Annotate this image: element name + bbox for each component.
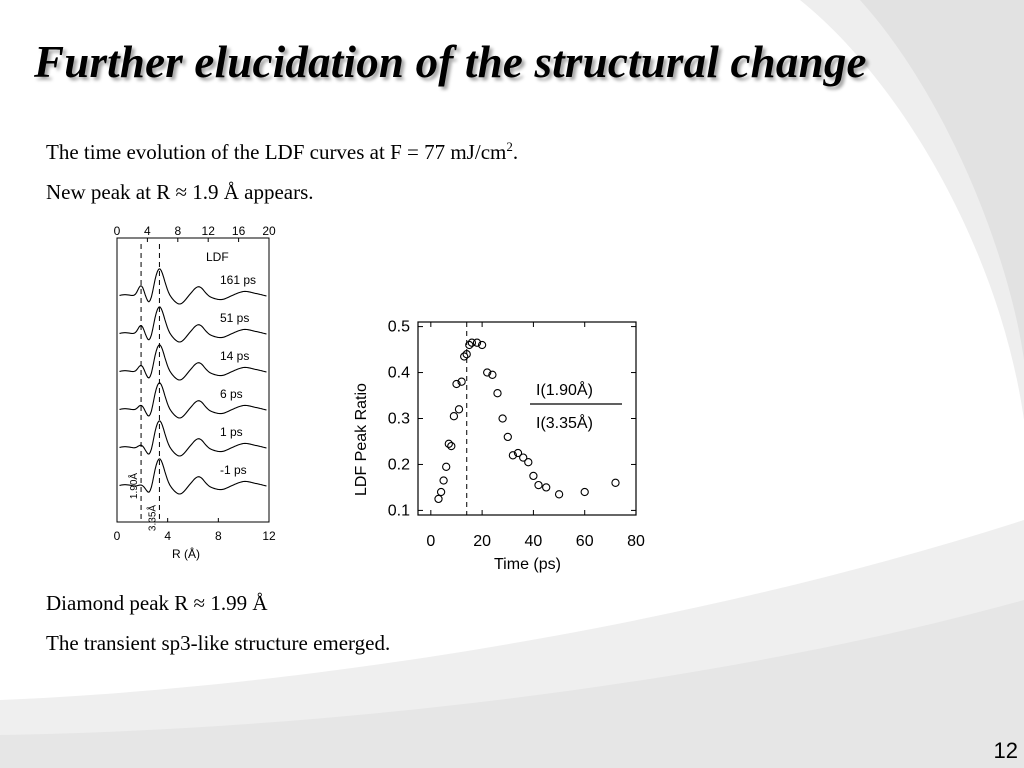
ldf-curve (119, 268, 267, 305)
swoosh-top-right-inner (860, 0, 1024, 360)
ldf-curve-label: 14 ps (220, 349, 249, 363)
ratio-data-point (519, 453, 528, 462)
ratio-x-tick-label: 40 (525, 533, 543, 550)
ldf-plot-frame (116, 237, 270, 523)
ratio-x-tick-label: 80 (627, 533, 645, 550)
ratio-y-tick-label: 0.4 (388, 365, 410, 382)
ratio-data-point (529, 471, 538, 481)
ratio-x-tick-label: 60 (576, 533, 594, 550)
page-number: 12 (993, 738, 1018, 763)
ldf-curves: 161 ps 51 ps 14 ps 6 ps 1 ps -1 ps (119, 268, 267, 495)
ldf-top-tick-label: 20 (262, 224, 276, 238)
ratio-data-point (447, 441, 456, 451)
ratio-data-point (483, 368, 492, 377)
ldf-curve (119, 306, 267, 343)
ratio-y-tick-label: 0.5 (388, 319, 410, 336)
ratio-data-point (454, 405, 464, 414)
ratio-data-point (488, 370, 497, 379)
ldf-bottom-ticks: 0 4 8 12 (114, 518, 276, 543)
ratio-data-point (503, 432, 512, 442)
ldf-reference-label: 3.35Å (145, 505, 158, 531)
ldf-curve-label: -1 ps (220, 463, 247, 477)
ratio-annotation-denominator: I(3.35Å) (536, 413, 593, 432)
ldf-peak-ratio-chart: 0 20 40 60 80 0.1 0.2 0.3 0.4 0.5 I(1.90Å) I(3.35… (353, 319, 645, 573)
ldf-curve (119, 420, 267, 457)
ldf-top-tick-label: 12 (202, 224, 216, 238)
ratio-y-tick-label: 0.1 (388, 502, 410, 519)
ratio-data-point (436, 487, 446, 497)
ratio-data-point (462, 350, 471, 359)
ratio-data-point (580, 487, 589, 497)
ldf-top-tick-label: 16 (232, 224, 246, 238)
line1-end: . (512, 140, 519, 164)
ratio-points (434, 338, 620, 504)
ldf-panel-label: LDF (206, 250, 229, 264)
text-line-diamond-peak: Diamond peak R ≈ 1.99 Å (46, 591, 268, 615)
ldf-curve (119, 382, 267, 419)
ratio-data-point (477, 340, 487, 350)
ratio-ylabel: LDF Peak Ratio (353, 383, 370, 496)
ratio-data-point (493, 389, 502, 398)
ldf-bottom-tick-label: 4 (164, 529, 171, 543)
ratio-data-point (457, 377, 466, 386)
ratio-xlabel: Time (ps) (494, 556, 561, 573)
ratio-data-point (524, 458, 533, 467)
ldf-top-ticks: 0 4 8 12 16 20 (114, 224, 276, 242)
ldf-top-tick-label: 0 (114, 224, 121, 238)
text-line-sp3-structure: The transient sp3-like structure emerged… (46, 631, 391, 655)
ratio-annotation-numerator: I(1.90Å) (536, 380, 593, 399)
ldf-xlabel: R (Å) (172, 546, 200, 561)
ratio-y-tick-label: 0.2 (388, 456, 410, 473)
line1-superscript: 2 (506, 139, 513, 154)
ratio-data-point (498, 414, 507, 423)
ratio-data-point (472, 338, 482, 347)
ldf-curve-label: 51 ps (220, 311, 249, 325)
ratio-data-point (508, 451, 518, 460)
ratio-data-point (611, 478, 620, 487)
ldf-bottom-tick-label: 12 (262, 529, 276, 543)
ldf-curve-label: 1 ps (220, 425, 243, 439)
ratio-x-tick-label: 0 (426, 533, 435, 550)
swoosh-bottom-inner (0, 600, 1024, 768)
ratio-x-tick-label: 20 (473, 533, 491, 550)
ratio-data-point (452, 379, 461, 389)
ratio-data-point (434, 494, 443, 504)
text-line-ldf-evolution: The time evolution of the LDF curves at … (46, 140, 518, 165)
slide-title: Further elucidation of the structural ch… (34, 37, 867, 87)
ldf-curve (119, 458, 267, 495)
ratio-data-point (513, 448, 523, 458)
ratio-data-point (554, 490, 564, 499)
ratio-data-point (439, 476, 448, 485)
ldf-curve (119, 344, 267, 381)
ldf-curve-label: 161 ps (220, 273, 256, 287)
line1-text: The time evolution of the LDF curves at … (46, 140, 507, 164)
ratio-data-point (460, 352, 469, 361)
text-line-new-peak: New peak at R ≈ 1.9 Å appears. (46, 180, 314, 204)
ratio-data-point (444, 439, 453, 448)
ratio-data-point (442, 462, 451, 471)
ldf-top-tick-label: 4 (144, 224, 151, 238)
ratio-data-point (542, 483, 551, 492)
ldf-top-tick-label: 8 (174, 224, 181, 238)
ratio-data-point (465, 340, 474, 350)
ratio-axes: 0 20 40 60 80 0.1 0.2 0.3 0.4 0.5 (388, 319, 645, 550)
ldf-curve-label: 6 ps (220, 387, 243, 401)
ldf-bottom-tick-label: 8 (215, 529, 222, 543)
ldf-bottom-tick-label: 0 (114, 529, 121, 543)
ratio-y-tick-label: 0.3 (388, 411, 410, 428)
ratio-data-point (449, 412, 459, 421)
ratio-data-point (534, 480, 543, 490)
ratio-data-point (467, 338, 477, 347)
